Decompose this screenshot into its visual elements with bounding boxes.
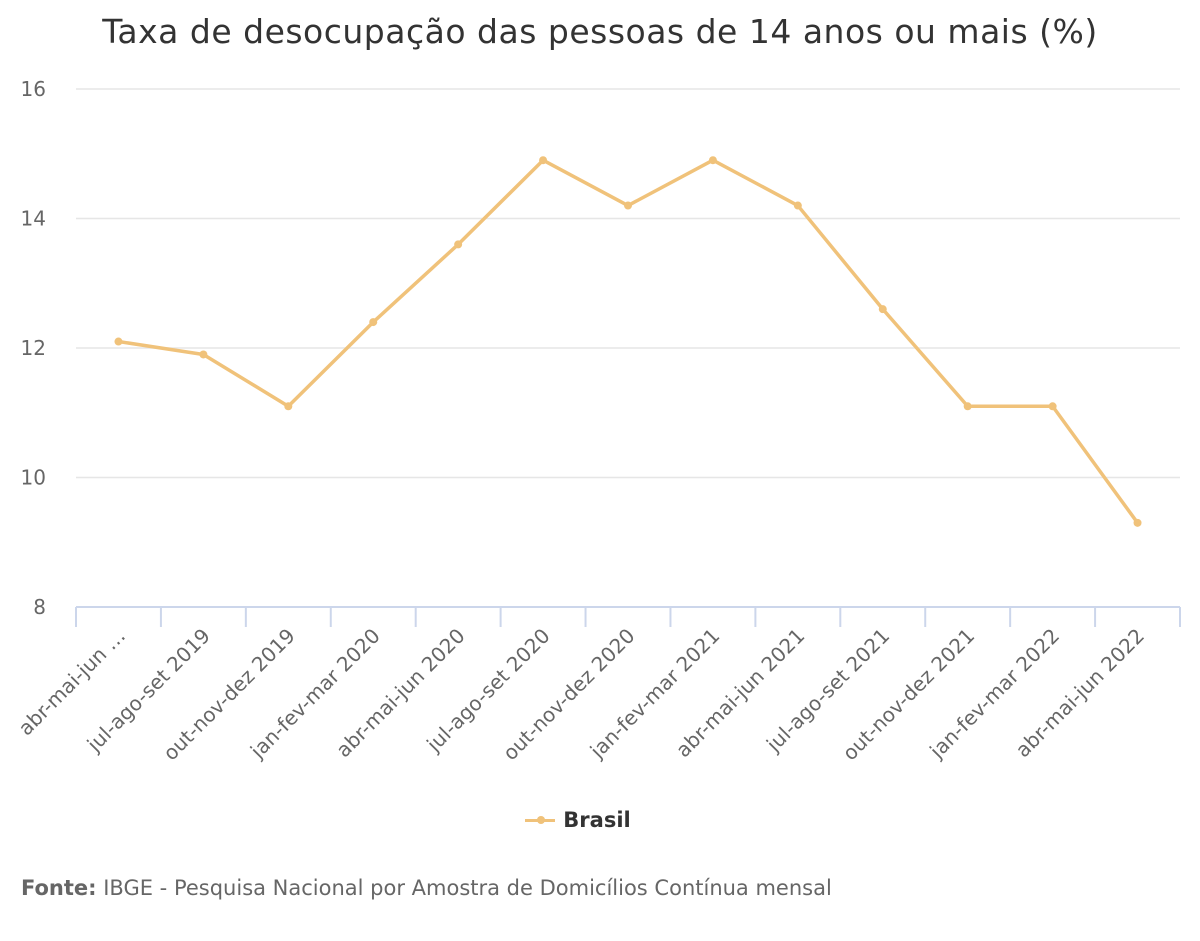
y-tick-label: 16 — [21, 77, 46, 101]
source-text: IBGE - Pesquisa Nacional por Amostra de … — [96, 876, 832, 900]
data-point[interactable] — [114, 337, 123, 346]
data-point[interactable] — [708, 156, 717, 165]
data-point[interactable] — [284, 402, 293, 411]
legend-label: Brasil — [563, 808, 631, 832]
series-line[interactable] — [116, 158, 1140, 525]
data-point[interactable] — [1048, 402, 1057, 411]
y-tick-label: 10 — [21, 466, 46, 490]
data-point[interactable] — [454, 240, 463, 249]
data-point[interactable] — [624, 201, 632, 210]
source-note: Fonte: IBGE - Pesquisa Nacional por Amos… — [21, 876, 832, 900]
series-brasil[interactable] — [114, 156, 1142, 527]
y-axis: 8 10 12 14 16 — [21, 77, 46, 619]
data-point[interactable] — [539, 156, 548, 165]
chart-title: Taxa de desocupação das pessoas de 14 an… — [102, 12, 1098, 51]
data-point[interactable] — [963, 402, 972, 411]
x-axis: abr-mai-jun …jul-ago-set 2019out-nov-dez… — [13, 606, 1181, 765]
y-tick-label: 8 — [33, 595, 46, 619]
data-point[interactable] — [1133, 518, 1142, 527]
y-tick-label: 12 — [21, 336, 46, 360]
data-point[interactable] — [369, 318, 378, 327]
source-label: Fonte: — [21, 876, 97, 900]
grid-lines — [76, 88, 1180, 479]
y-tick-label: 14 — [21, 207, 46, 231]
data-point[interactable] — [878, 305, 887, 314]
legend-item-brasil[interactable]: Brasil — [525, 808, 631, 832]
legend-line-icon — [523, 813, 557, 827]
data-point[interactable] — [793, 201, 802, 210]
data-point[interactable] — [199, 350, 208, 359]
legend: Brasil — [0, 808, 1200, 832]
